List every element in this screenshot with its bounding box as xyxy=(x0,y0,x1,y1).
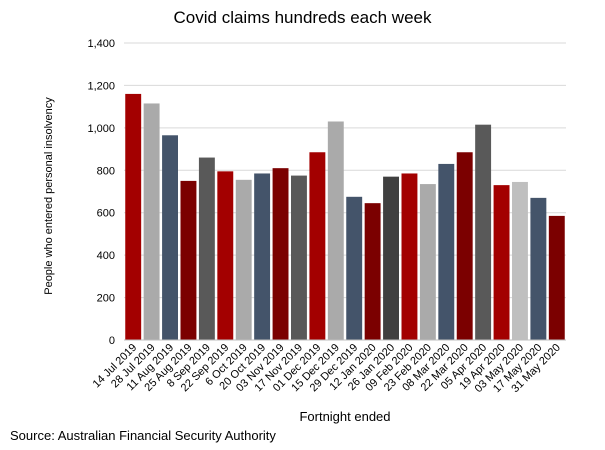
bar xyxy=(512,181,528,340)
bar xyxy=(493,185,510,340)
bar xyxy=(530,197,547,340)
bar xyxy=(272,168,289,340)
bar xyxy=(456,152,473,340)
bar xyxy=(291,175,307,340)
y-tick-label: 1,000 xyxy=(87,123,115,135)
y-axis-label: People who entered personal insolvency xyxy=(43,97,55,295)
chart-title: Covid claims hundreds each week xyxy=(173,8,432,27)
source-note: Source: Australian Financial Security Au… xyxy=(10,428,276,443)
x-axis-label: Fortnight ended xyxy=(299,409,391,424)
bar xyxy=(143,103,160,340)
y-tick-label: 200 xyxy=(97,293,115,305)
bar xyxy=(198,157,215,340)
bar xyxy=(309,152,326,340)
bar xyxy=(217,171,234,340)
bar xyxy=(401,173,418,340)
y-tick-label: 600 xyxy=(97,208,115,220)
y-tick-label: 0 xyxy=(109,335,115,347)
bar xyxy=(180,180,197,340)
bar xyxy=(235,179,252,340)
bar xyxy=(383,176,399,340)
bar xyxy=(125,93,142,341)
bar xyxy=(254,173,271,340)
bar xyxy=(346,196,363,340)
y-tick-label: 1,200 xyxy=(87,80,115,92)
bar xyxy=(419,184,436,340)
bar xyxy=(162,135,178,340)
bar xyxy=(327,121,344,340)
bar xyxy=(364,203,381,340)
bar xyxy=(548,215,565,340)
bar xyxy=(475,124,492,340)
y-tick-label: 1,400 xyxy=(87,38,115,50)
y-tick-label: 800 xyxy=(97,165,115,177)
y-tick-label: 400 xyxy=(97,250,115,262)
bar xyxy=(438,163,455,340)
